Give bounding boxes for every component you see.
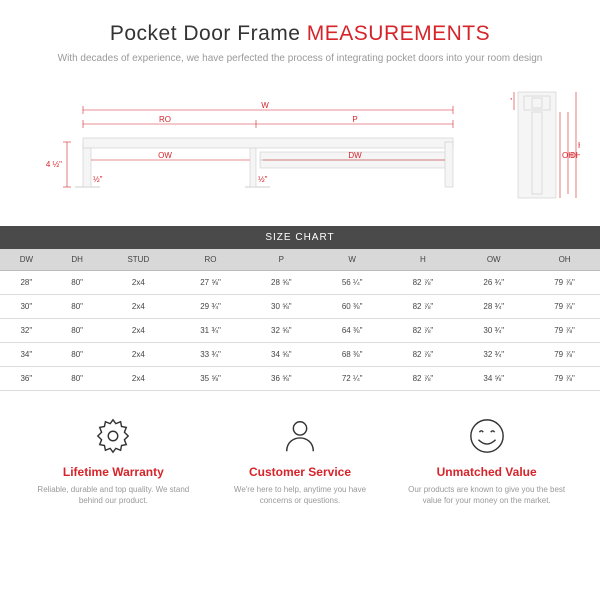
table-cell: 79 ⅞" — [529, 367, 600, 391]
table-cell: 80" — [53, 295, 102, 319]
table-col-header: H — [388, 249, 459, 271]
table-cell: 72 ¼" — [317, 367, 388, 391]
table-cell: 34" — [0, 343, 53, 367]
table-cell: 82 ⅞" — [388, 271, 459, 295]
table-cell: 2x4 — [102, 271, 176, 295]
feature-title: Unmatched Value — [404, 465, 569, 479]
table-cell: 82 ⅞" — [388, 343, 459, 367]
table-col-header: W — [317, 249, 388, 271]
table-cell: 82 ⅞" — [388, 319, 459, 343]
smile-icon — [404, 415, 569, 457]
diagram-area: W RO P OW DW ½" ½" 4 ½" 1⅞" — [20, 84, 580, 214]
feature-desc: We're here to help, anytime you have con… — [217, 484, 382, 506]
table-cell: 31 ¾" — [175, 319, 246, 343]
table-cell: 28 ¾" — [458, 295, 529, 319]
table-cell: 79 ⅞" — [529, 343, 600, 367]
size-chart-header: SIZE CHART — [0, 226, 600, 249]
page-header: Pocket Door Frame MEASUREMENTS With deca… — [0, 0, 600, 74]
table-cell: 80" — [53, 343, 102, 367]
table-cell: 35 ⅝" — [175, 367, 246, 391]
table-cell: 79 ⅞" — [529, 295, 600, 319]
table-body: 28"80"2x427 ⅝"28 ⅝"56 ¼"82 ⅞"26 ¾"79 ⅞"3… — [0, 271, 600, 391]
table-cell: 80" — [53, 319, 102, 343]
table-cell: 80" — [53, 367, 102, 391]
feature-desc: Reliable, durable and top quality. We st… — [31, 484, 196, 506]
feature-title: Lifetime Warranty — [31, 465, 196, 479]
person-icon — [217, 415, 382, 457]
table-col-header: DW — [0, 249, 53, 271]
dim-left-height: 4 ½" — [46, 160, 62, 169]
table-cell: 30 ¾" — [458, 319, 529, 343]
gear-icon — [31, 415, 196, 457]
dim-p: P — [352, 115, 357, 124]
table-row: 28"80"2x427 ⅝"28 ⅝"56 ¼"82 ⅞"26 ¾"79 ⅞" — [0, 271, 600, 295]
table-col-header: OH — [529, 249, 600, 271]
table-col-header: OW — [458, 249, 529, 271]
diagram-side-view: 1⅞" OH DH H — [510, 84, 580, 204]
table-cell: 60 ⅜" — [317, 295, 388, 319]
table-cell: 2x4 — [102, 295, 176, 319]
table-col-header: RO — [175, 249, 246, 271]
table-col-header: STUD — [102, 249, 176, 271]
dim-h: H — [578, 141, 580, 150]
table-cell: 2x4 — [102, 319, 176, 343]
table-cell: 30" — [0, 295, 53, 319]
table-row: 34"80"2x433 ¾"34 ⅝"68 ⅜"82 ⅞"32 ¾"79 ⅞" — [0, 343, 600, 367]
table-cell: 32 ⅝" — [246, 319, 317, 343]
table-cell: 82 ⅞" — [388, 367, 459, 391]
table-col-header: DH — [53, 249, 102, 271]
table-cell: 36" — [0, 367, 53, 391]
table-cell: 79 ⅞" — [529, 319, 600, 343]
table-cell: 82 ⅞" — [388, 295, 459, 319]
dim-half-left: ½" — [93, 175, 103, 184]
dim-side-top: 1⅞" — [510, 97, 512, 106]
table-cell: 33 ¾" — [175, 343, 246, 367]
table-row: 30"80"2x429 ¾"30 ⅝"60 ⅜"82 ⅞"28 ¾"79 ⅞" — [0, 295, 600, 319]
table-cell: 64 ⅜" — [317, 319, 388, 343]
title-accent: MEASUREMENTS — [307, 22, 490, 45]
table-cell: 80" — [53, 271, 102, 295]
feature-value: Unmatched Value Our products are known t… — [404, 415, 569, 506]
dim-half-right: ½" — [258, 175, 268, 184]
size-chart-table: DWDHSTUDROPWHOWOH 28"80"2x427 ⅝"28 ⅝"56 … — [0, 249, 600, 391]
table-cell: 2x4 — [102, 367, 176, 391]
dim-dw: DW — [348, 151, 362, 160]
dim-dh: DH — [570, 151, 580, 160]
dim-ow: OW — [158, 151, 172, 160]
page-subtitle: With decades of experience, we have perf… — [20, 52, 580, 66]
features-row: Lifetime Warranty Reliable, durable and … — [0, 391, 600, 526]
table-cell: 36 ⅝" — [246, 367, 317, 391]
table-header-row: DWDHSTUDROPWHOWOH — [0, 249, 600, 271]
table-cell: 30 ⅝" — [246, 295, 317, 319]
table-cell: 34 ⅝" — [246, 343, 317, 367]
table-cell: 26 ¾" — [458, 271, 529, 295]
feature-warranty: Lifetime Warranty Reliable, durable and … — [31, 415, 196, 506]
table-cell: 32 ¾" — [458, 343, 529, 367]
table-cell: 28" — [0, 271, 53, 295]
diagram-front-view: W RO P OW DW ½" ½" 4 ½" — [45, 102, 465, 192]
table-col-header: P — [246, 249, 317, 271]
page-title: Pocket Door Frame MEASUREMENTS — [20, 22, 580, 46]
table-cell: 34 ⅝" — [458, 367, 529, 391]
feature-service: Customer Service We're here to help, any… — [217, 415, 382, 506]
table-cell: 56 ¼" — [317, 271, 388, 295]
table-row: 36"80"2x435 ⅝"36 ⅝"72 ¼"82 ⅞"34 ⅝"79 ⅞" — [0, 367, 600, 391]
title-plain: Pocket Door Frame — [110, 22, 307, 45]
table-cell: 79 ⅞" — [529, 271, 600, 295]
table-cell: 29 ¾" — [175, 295, 246, 319]
table-cell: 28 ⅝" — [246, 271, 317, 295]
feature-desc: Our products are known to give you the b… — [404, 484, 569, 506]
table-cell: 68 ⅜" — [317, 343, 388, 367]
dim-ro: RO — [159, 115, 171, 124]
table-cell: 32" — [0, 319, 53, 343]
table-cell: 2x4 — [102, 343, 176, 367]
feature-title: Customer Service — [217, 465, 382, 479]
table-cell: 27 ⅝" — [175, 271, 246, 295]
table-row: 32"80"2x431 ¾"32 ⅝"64 ⅜"82 ⅞"30 ¾"79 ⅞" — [0, 319, 600, 343]
dim-w: W — [261, 102, 269, 110]
